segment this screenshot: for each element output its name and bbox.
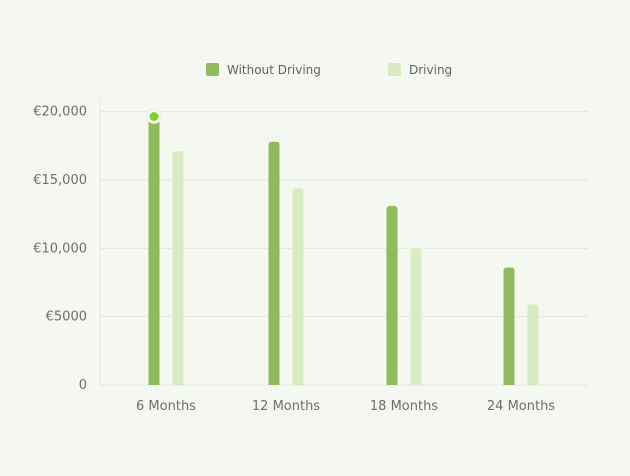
y-tick-label: €15,000 (33, 173, 87, 188)
highlight-marker-dot (149, 112, 159, 121)
bar-1-3 (527, 304, 539, 385)
x-tick-label: 18 Months (370, 399, 438, 414)
y-tick-label: €10,000 (33, 241, 87, 256)
legend-swatch-0 (206, 63, 219, 76)
y-tick-label: €5000 (46, 310, 87, 325)
bar-0-0 (148, 118, 160, 385)
x-tick-label: 12 Months (252, 399, 320, 414)
legend-label-0: Without Driving (227, 63, 321, 77)
bar-0-3 (503, 267, 515, 385)
bar-1-2 (410, 248, 422, 385)
bar-1-1 (292, 188, 304, 385)
bar-0-1 (268, 141, 280, 385)
x-tick-label: 24 Months (487, 399, 555, 414)
bar-1-0 (172, 151, 184, 385)
y-tick-label: 0 (79, 378, 87, 393)
bar-0-2 (386, 205, 398, 385)
y-tick-label: €20,000 (33, 105, 87, 120)
x-tick-label: 6 Months (136, 399, 196, 414)
legend-label-1: Driving (409, 63, 452, 77)
legend-swatch-1 (388, 63, 401, 76)
